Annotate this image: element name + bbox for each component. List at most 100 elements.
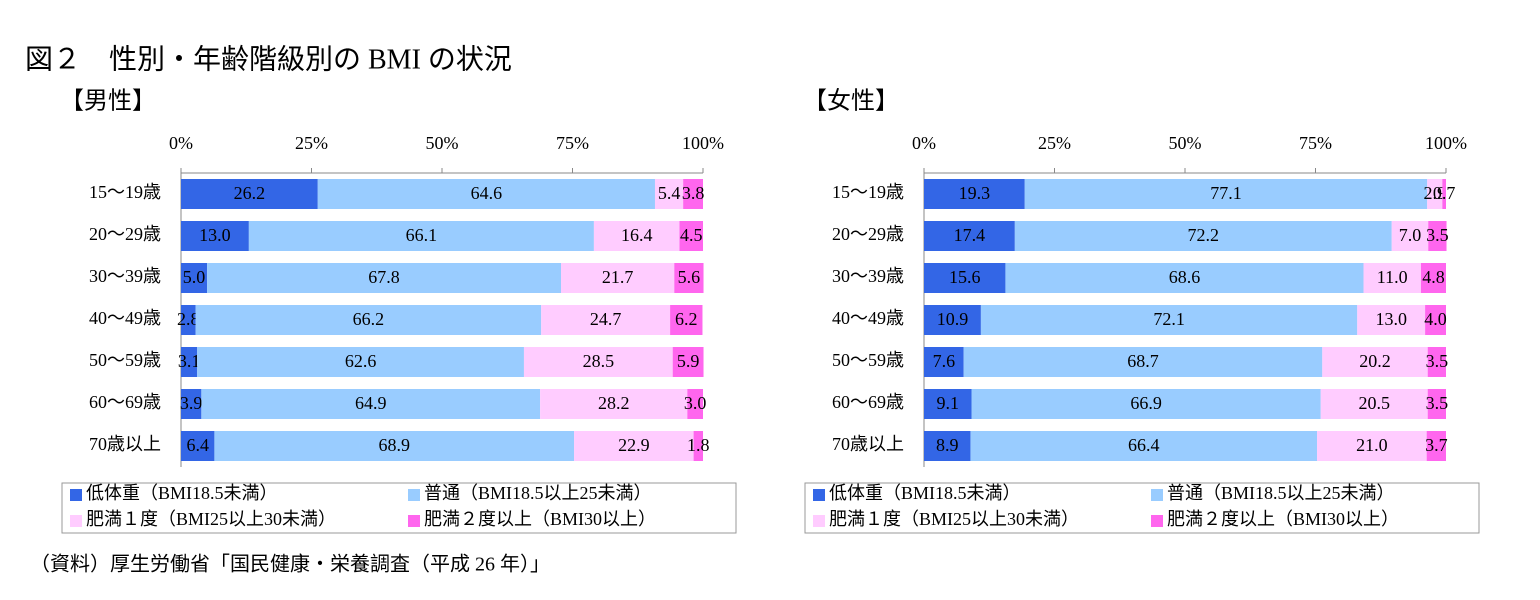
bar-segment	[1391, 221, 1429, 251]
y-tick-label: 70歳以上	[89, 434, 161, 454]
bar-segment	[971, 389, 1321, 419]
data-label: 28.5	[583, 351, 615, 371]
legend-label: 低体重（BMI18.5未満）	[829, 483, 1021, 503]
bar-segment	[654, 179, 684, 209]
y-tick-label: 50～59歳	[832, 350, 904, 370]
y-tick-label: 60～69歳	[89, 392, 161, 412]
x-tick-label: 100%	[682, 133, 724, 153]
bar-segment	[181, 305, 196, 335]
bar-segment	[1420, 263, 1446, 293]
x-tick-label: 75%	[556, 133, 589, 153]
y-tick-label: 40～49歳	[89, 308, 161, 328]
source: （資料）厚生労働省「国民健康・栄養調査（平成 26 年）」	[30, 553, 550, 576]
bar-segment	[924, 389, 972, 419]
data-label: 2.9	[1424, 183, 1447, 203]
bar-segment	[687, 389, 703, 419]
bar-segment	[541, 305, 671, 335]
data-label: 4.5	[680, 225, 703, 245]
bar-segment	[924, 305, 981, 335]
bar-segment	[181, 347, 198, 377]
legend-swatch	[813, 489, 825, 501]
data-label: 4.0	[1424, 309, 1447, 329]
legend-label: 普通（BMI18.5以上25未満）	[1167, 483, 1395, 503]
bar-segment	[924, 221, 1015, 251]
data-label: 68.6	[1169, 267, 1201, 287]
legend-box	[804, 482, 1480, 534]
data-label: 21.0	[1356, 435, 1388, 455]
data-label: 16.4	[621, 225, 653, 245]
y-tick-label: 50～59歳	[89, 350, 161, 370]
data-label: 6.2	[675, 309, 698, 329]
x-tick-label: 25%	[295, 133, 328, 153]
y-tick-label: 15～19歳	[89, 182, 161, 202]
bar-segment	[1357, 305, 1426, 335]
y-tick-label: 20～29歳	[832, 224, 904, 244]
y-tick-label: 15～19歳	[832, 182, 904, 202]
bar-segment	[679, 221, 703, 251]
bar-segment	[181, 221, 249, 251]
data-label: 9.1	[937, 393, 960, 413]
bar-segment	[1320, 389, 1428, 419]
data-label: 77.1	[1210, 183, 1242, 203]
bar-segment	[181, 263, 208, 293]
y-tick-label: 70歳以上	[832, 434, 904, 454]
data-label: 2.8	[177, 309, 200, 329]
bar-segment	[1322, 347, 1428, 377]
bar-segment	[672, 347, 704, 377]
data-label: 7.6	[933, 351, 956, 371]
legend-swatch	[70, 515, 82, 527]
bar-segment	[683, 179, 703, 209]
data-label: 21.7	[602, 267, 634, 287]
data-label: 66.2	[353, 309, 385, 329]
x-tick-label: 50%	[426, 133, 459, 153]
bar-segment	[924, 179, 1025, 209]
x-tick-label: 0%	[169, 133, 193, 153]
x-tick-label: 100%	[1425, 133, 1467, 153]
bar-segment	[970, 431, 1318, 461]
bar-segment	[1363, 263, 1421, 293]
bar-segment	[1425, 305, 1446, 335]
data-label: 67.8	[368, 267, 400, 287]
data-label: 3.5	[1426, 225, 1449, 245]
data-label: 68.9	[378, 435, 410, 455]
legend-label: 肥満１度（BMI25以上30未満）	[86, 509, 336, 529]
data-label: 72.2	[1188, 225, 1220, 245]
data-label: 66.1	[406, 225, 438, 245]
y-tick-label: 60～69歳	[832, 392, 904, 412]
bar-segment	[593, 221, 680, 251]
data-label: 3.5	[1426, 393, 1449, 413]
data-label: 10.9	[937, 309, 969, 329]
data-label: 17.4	[954, 225, 986, 245]
legend-swatch	[813, 515, 825, 527]
data-label: 8.9	[936, 435, 959, 455]
page-title: 図２ 性別・年齢階級別の BMI の状況	[25, 43, 512, 75]
data-label: 19.3	[959, 183, 991, 203]
bar-segment	[317, 179, 655, 209]
legend-label: 肥満２度以上（BMI30以上）	[1167, 509, 1399, 529]
bar-segment	[1024, 179, 1428, 209]
bar-segment	[1428, 221, 1447, 251]
y-tick-label: 30～39歳	[832, 266, 904, 286]
data-label: 4.8	[1422, 267, 1445, 287]
data-label: 66.4	[1128, 435, 1160, 455]
data-label: 5.0	[183, 267, 206, 287]
x-tick-label: 75%	[1299, 133, 1332, 153]
legend-box	[61, 482, 737, 534]
x-tick-label: 0%	[912, 133, 936, 153]
bar-segment	[181, 431, 215, 461]
bar-segment	[1442, 179, 1446, 209]
y-tick-label: 20～29歳	[89, 224, 161, 244]
data-label: 3.7	[1425, 435, 1448, 455]
bar-segment	[201, 389, 541, 419]
data-label: 62.6	[345, 351, 377, 371]
legend-label: 肥満２度以上（BMI30以上）	[424, 509, 656, 529]
data-label: 24.7	[590, 309, 622, 329]
bar-segment	[1014, 221, 1392, 251]
data-label: 68.7	[1127, 351, 1159, 371]
data-label: 64.6	[471, 183, 503, 203]
legend-swatch	[1151, 489, 1163, 501]
data-label: 20.2	[1359, 351, 1391, 371]
bar-segment	[1427, 347, 1446, 377]
